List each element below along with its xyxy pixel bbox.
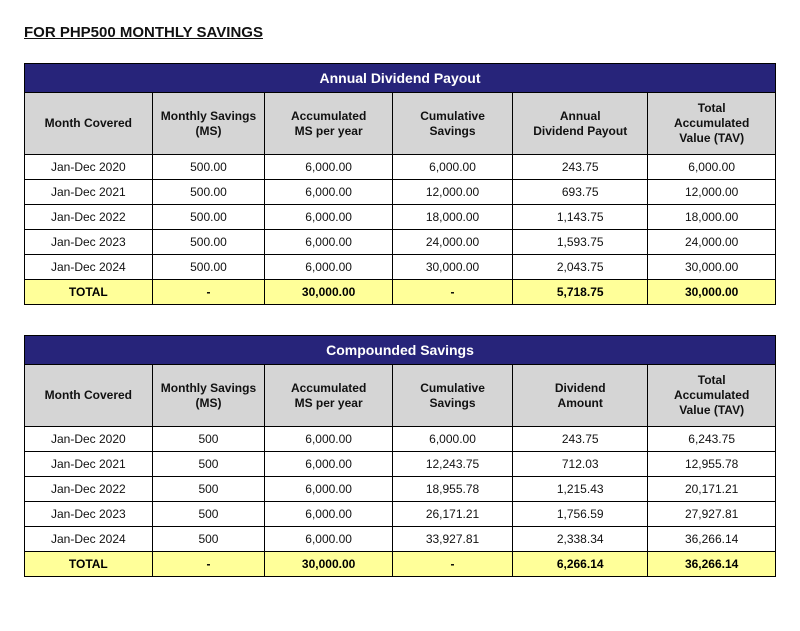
col-header: Month Covered <box>25 365 153 427</box>
cell: 6,000.00 <box>265 180 393 205</box>
total-cell: TOTAL <box>25 280 153 305</box>
cell: 12,955.78 <box>648 452 776 477</box>
page-title: FOR PHP500 MONTHLY SAVINGS <box>24 24 776 41</box>
col-header: AccumulatedMS per year <box>265 365 393 427</box>
cell: 6,000.00 <box>265 255 393 280</box>
col-header: CumulativeSavings <box>392 365 512 427</box>
cell: 30,000.00 <box>392 255 512 280</box>
cell: 1,143.75 <box>513 205 648 230</box>
cell: Jan-Dec 2022 <box>25 205 153 230</box>
cell: 18,000.00 <box>648 205 776 230</box>
cell: 6,000.00 <box>265 452 393 477</box>
cell: 6,000.00 <box>648 155 776 180</box>
cell: 30,000.00 <box>648 255 776 280</box>
compounded-savings-table: Compounded Savings Month Covered Monthly… <box>24 335 776 577</box>
cell: 500 <box>152 452 265 477</box>
total-cell: 36,266.14 <box>648 552 776 577</box>
total-cell: - <box>152 280 265 305</box>
total-cell: 30,000.00 <box>265 552 393 577</box>
cell: 500.00 <box>152 155 265 180</box>
cell: 712.03 <box>513 452 648 477</box>
cell: 500 <box>152 427 265 452</box>
cell: Jan-Dec 2024 <box>25 255 153 280</box>
cell: 18,000.00 <box>392 205 512 230</box>
cell: 24,000.00 <box>392 230 512 255</box>
total-cell: 5,718.75 <box>513 280 648 305</box>
cell: 500.00 <box>152 180 265 205</box>
col-header: AnnualDividend Payout <box>513 93 648 155</box>
cell: 1,215.43 <box>513 477 648 502</box>
total-cell: 6,266.14 <box>513 552 648 577</box>
cell: 6,000.00 <box>265 205 393 230</box>
cell: 12,000.00 <box>392 180 512 205</box>
cell: Jan-Dec 2022 <box>25 477 153 502</box>
cell: 500.00 <box>152 255 265 280</box>
cell: 6,000.00 <box>265 527 393 552</box>
cell: 2,043.75 <box>513 255 648 280</box>
cell: 36,266.14 <box>648 527 776 552</box>
cell: Jan-Dec 2021 <box>25 180 153 205</box>
cell: 243.75 <box>513 427 648 452</box>
cell: 12,000.00 <box>648 180 776 205</box>
cell: 1,756.59 <box>513 502 648 527</box>
cell: 26,171.21 <box>392 502 512 527</box>
total-cell: 30,000.00 <box>265 280 393 305</box>
cell: Jan-Dec 2023 <box>25 230 153 255</box>
cell: 6,000.00 <box>265 502 393 527</box>
cell: 6,000.00 <box>265 477 393 502</box>
total-cell: - <box>152 552 265 577</box>
cell: 693.75 <box>513 180 648 205</box>
cell: 6,000.00 <box>392 155 512 180</box>
col-header: Monthly Savings(MS) <box>152 365 265 427</box>
col-header: Monthly Savings(MS) <box>152 93 265 155</box>
col-header: CumulativeSavings <box>392 93 512 155</box>
cell: 6,000.00 <box>392 427 512 452</box>
cell: Jan-Dec 2020 <box>25 427 153 452</box>
cell: 6,243.75 <box>648 427 776 452</box>
cell: 24,000.00 <box>648 230 776 255</box>
cell: Jan-Dec 2021 <box>25 452 153 477</box>
col-header: Month Covered <box>25 93 153 155</box>
cell: 500.00 <box>152 205 265 230</box>
cell: 2,338.34 <box>513 527 648 552</box>
cell: 243.75 <box>513 155 648 180</box>
total-cell: 30,000.00 <box>648 280 776 305</box>
cell: Jan-Dec 2020 <box>25 155 153 180</box>
cell: 27,927.81 <box>648 502 776 527</box>
total-cell: TOTAL <box>25 552 153 577</box>
cell: 500.00 <box>152 230 265 255</box>
cell: 33,927.81 <box>392 527 512 552</box>
col-header: TotalAccumulatedValue (TAV) <box>648 365 776 427</box>
cell: 6,000.00 <box>265 155 393 180</box>
cell: 500 <box>152 477 265 502</box>
col-header: DividendAmount <box>513 365 648 427</box>
table-caption: Annual Dividend Payout <box>25 64 776 93</box>
cell: 20,171.21 <box>648 477 776 502</box>
total-cell: - <box>392 552 512 577</box>
cell: 1,593.75 <box>513 230 648 255</box>
cell: Jan-Dec 2023 <box>25 502 153 527</box>
cell: 6,000.00 <box>265 230 393 255</box>
table-caption: Compounded Savings <box>25 336 776 365</box>
cell: 6,000.00 <box>265 427 393 452</box>
annual-dividend-table: Annual Dividend Payout Month Covered Mon… <box>24 63 776 305</box>
cell: 18,955.78 <box>392 477 512 502</box>
total-cell: - <box>392 280 512 305</box>
col-header: AccumulatedMS per year <box>265 93 393 155</box>
cell: 12,243.75 <box>392 452 512 477</box>
cell: Jan-Dec 2024 <box>25 527 153 552</box>
cell: 500 <box>152 502 265 527</box>
cell: 500 <box>152 527 265 552</box>
col-header: TotalAccumulatedValue (TAV) <box>648 93 776 155</box>
